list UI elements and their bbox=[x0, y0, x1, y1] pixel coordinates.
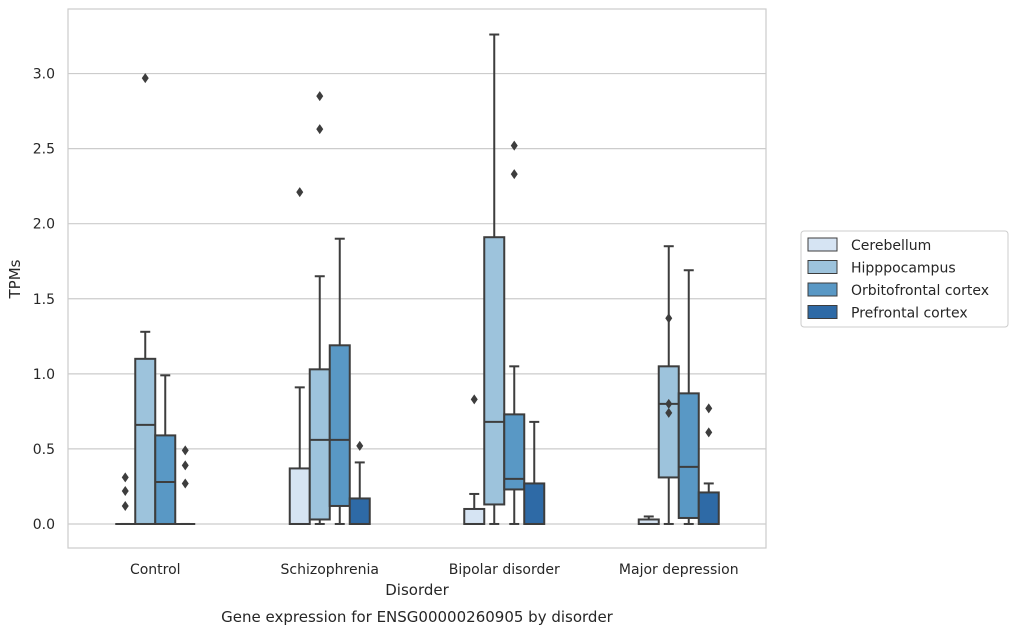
outlier-point bbox=[705, 403, 713, 414]
box-series bbox=[115, 33, 720, 525]
outlier-point bbox=[665, 407, 673, 418]
plot-area bbox=[67, 8, 767, 549]
iqr-box bbox=[308, 368, 331, 521]
x-tick-label: Control bbox=[130, 562, 181, 578]
iqr-box bbox=[523, 482, 546, 525]
y-tick-label: 1.5 bbox=[33, 292, 55, 308]
outlier-point bbox=[356, 440, 364, 451]
legend-item: Cerebellum bbox=[807, 237, 931, 254]
outlier-point bbox=[181, 445, 189, 456]
x-tick-label: Bipolar disorder bbox=[449, 562, 560, 578]
outlier-point bbox=[121, 472, 129, 483]
iqr-box bbox=[134, 357, 157, 525]
y-tick-label: 0.5 bbox=[33, 442, 55, 458]
outlier-point bbox=[181, 460, 189, 471]
iqr-box bbox=[677, 392, 700, 519]
y-tick-label: 2.5 bbox=[33, 142, 55, 158]
legend-label: Prefrontal cortex bbox=[851, 306, 968, 322]
y-tick-label: 2.0 bbox=[33, 217, 55, 233]
iqr-box bbox=[483, 236, 506, 506]
legend-swatch bbox=[807, 305, 838, 319]
series-prefrontal-cortex bbox=[175, 403, 720, 525]
legend: Cerebellum Hipppocampus Orbitofrontal cort… bbox=[800, 230, 1009, 328]
y-tick-label: 0.0 bbox=[33, 517, 55, 533]
box bbox=[328, 237, 351, 525]
legend-items: Cerebellum Hipppocampus Orbitofrontal cort… bbox=[807, 237, 989, 322]
outlier-point bbox=[470, 394, 478, 405]
outlier-point bbox=[121, 485, 129, 496]
box bbox=[175, 445, 196, 525]
iqr-box bbox=[463, 507, 486, 525]
legend-swatch bbox=[807, 260, 838, 274]
y-tick-label: 1.0 bbox=[33, 367, 55, 383]
legend-swatch bbox=[807, 237, 838, 252]
legend-frame bbox=[800, 230, 1009, 328]
outlier-point bbox=[181, 478, 189, 489]
x-tick-labels: Control Schizophrenia Bipolar disorder Majo… bbox=[130, 562, 739, 578]
outlier-point bbox=[316, 91, 324, 102]
iqr-box bbox=[154, 434, 177, 525]
iqr-box bbox=[328, 344, 351, 507]
legend-label: Orbitofrontal cortex bbox=[851, 283, 989, 299]
box bbox=[115, 472, 136, 525]
box bbox=[637, 515, 660, 525]
outlier-point bbox=[510, 140, 518, 151]
iqr-box bbox=[348, 497, 371, 525]
box bbox=[503, 140, 526, 525]
outlier-point bbox=[316, 124, 324, 135]
x-axis-label: Disorder bbox=[385, 581, 449, 599]
legend-label: Cerebellum bbox=[851, 238, 931, 254]
outlier-point bbox=[141, 73, 149, 84]
iqr-box bbox=[697, 491, 720, 525]
y-tick-labels: 0.0 0.5 1.0 1.5 2.0 2.5 3.0 bbox=[33, 67, 55, 533]
outlier-point bbox=[665, 313, 673, 324]
legend-item: Orbitofrontal cortex bbox=[807, 282, 989, 299]
x-tick-label: Schizophrenia bbox=[281, 562, 379, 578]
outlier-point bbox=[510, 169, 518, 180]
outlier-point bbox=[121, 500, 129, 511]
legend-item: Prefrontal cortex bbox=[807, 305, 968, 322]
box bbox=[154, 374, 177, 525]
iqr-box bbox=[503, 413, 526, 491]
box bbox=[697, 403, 720, 525]
box bbox=[348, 440, 371, 525]
y-tick-label: 3.0 bbox=[33, 67, 55, 83]
legend-swatch bbox=[807, 282, 838, 297]
box bbox=[483, 33, 506, 525]
chart-caption: Gene expression for ENSG00000260905 by d… bbox=[221, 608, 614, 626]
legend-label: Hipppocampus bbox=[851, 261, 956, 277]
legend-item: Hipppocampus bbox=[807, 260, 956, 277]
iqr-box bbox=[288, 467, 311, 525]
y-axis-label: TPMs bbox=[6, 259, 24, 299]
series-hipppocampus bbox=[134, 33, 680, 525]
outlier-point bbox=[665, 398, 673, 409]
box bbox=[677, 269, 700, 525]
x-tick-label: Major depression bbox=[619, 562, 739, 578]
iqr-box bbox=[657, 365, 680, 479]
box bbox=[463, 394, 486, 525]
outlier-point bbox=[705, 427, 713, 438]
outlier-point bbox=[296, 187, 304, 198]
series-orbitofrontal-cortex bbox=[154, 140, 700, 525]
box bbox=[657, 245, 680, 525]
box bbox=[523, 420, 546, 525]
